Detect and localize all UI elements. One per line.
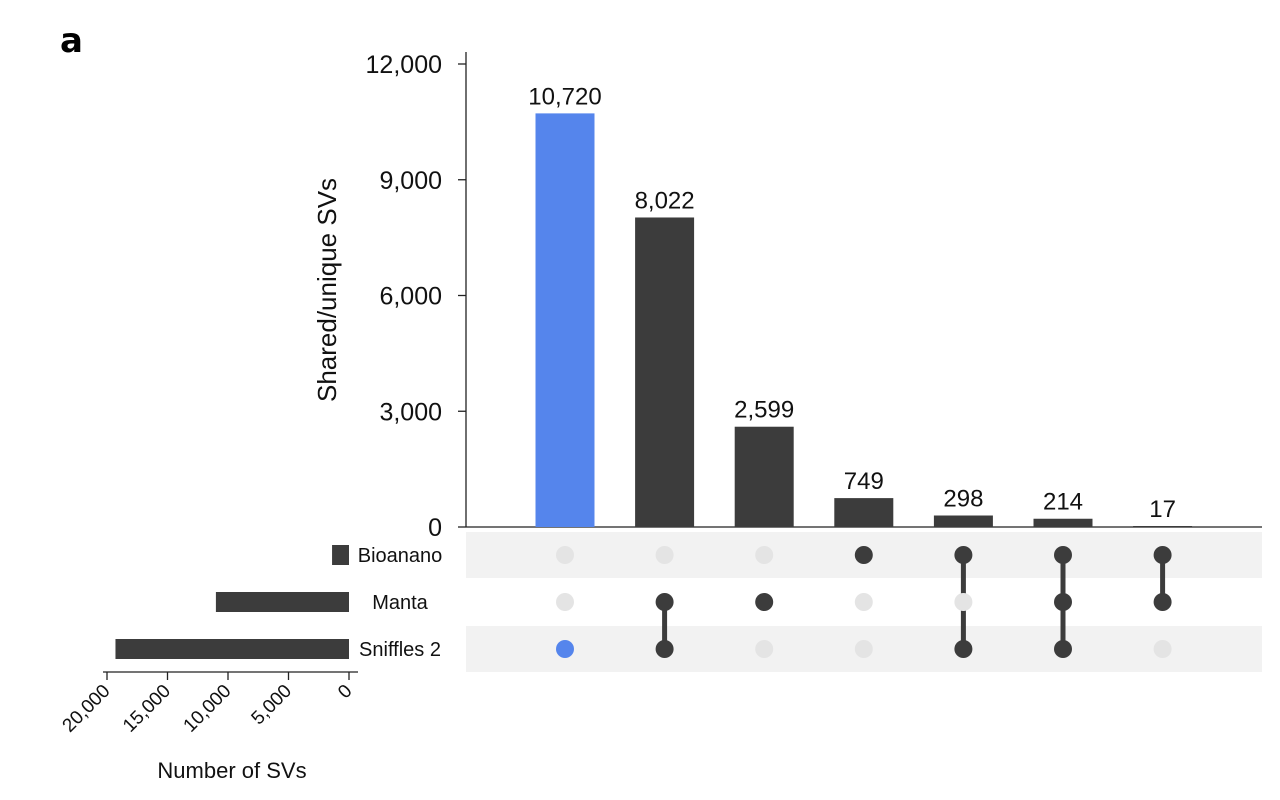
matrix-dot-empty — [1153, 640, 1172, 658]
matrix-dot-empty — [755, 640, 774, 658]
matrix-dot-filled — [1153, 546, 1172, 564]
bar-value-label: 8,022 — [635, 187, 695, 214]
intersection-bar — [1133, 526, 1193, 527]
matrix-dot-filled — [655, 593, 674, 611]
panel-letter: a — [60, 21, 83, 61]
bar-value-label: 298 — [943, 486, 983, 513]
set-size-bar — [215, 592, 349, 612]
intersection-bar-chart: Shared/unique SVs 0 3,000 6,000 9,000 12,000… — [312, 51, 1262, 542]
matrix-dot-filled — [1054, 593, 1072, 611]
y-tick-label: 9,000 — [379, 167, 442, 195]
matrix-dot-filled — [954, 640, 973, 658]
bar-value-label: 10,720 — [528, 83, 601, 110]
matrix-dot-filled — [1054, 546, 1072, 564]
matrix-dot-filled — [655, 640, 674, 658]
matrix-dot-filled — [755, 593, 774, 611]
set-size-tick-label: 20,000 — [59, 681, 115, 737]
bar-value-label: 17 — [1149, 496, 1176, 523]
set-size-axis-label: Number of SVs — [157, 758, 306, 783]
set-size-tick-label: 15,000 — [119, 681, 175, 737]
matrix-dot-empty — [854, 593, 873, 611]
intersection-bar — [535, 113, 595, 528]
set-label: Bioanano — [358, 545, 443, 567]
matrix-dot-filled — [1054, 640, 1072, 658]
set-size-tick-label: 5,000 — [248, 681, 296, 729]
y-tick-label: 12,000 — [366, 51, 442, 79]
matrix-dot-empty — [556, 593, 574, 611]
intersection-bar — [734, 426, 794, 527]
matrix-dot-filled — [954, 546, 973, 564]
matrix-dot-empty — [755, 546, 774, 564]
bar-value-label: 2,599 — [734, 397, 794, 424]
intersection-bar — [933, 515, 993, 527]
set-size-bar — [115, 639, 349, 659]
y-tick-label: 6,000 — [379, 283, 442, 311]
matrix-dot-filled — [1153, 593, 1172, 611]
y-tick-label: 3,000 — [379, 398, 442, 426]
matrix-dot-empty — [854, 640, 873, 658]
set-label: Sniffles 2 — [359, 639, 441, 661]
set-size-bar-chart: Number of SVs Bioanano Manta Sniffles 2 20,… — [59, 545, 443, 783]
set-size-bar — [332, 545, 349, 565]
bar-value-label: 749 — [844, 468, 884, 495]
y-axis-label: Shared/unique SVs — [312, 178, 342, 402]
set-size-tick-label: 0 — [334, 681, 356, 703]
matrix-dot-filled — [854, 546, 873, 564]
set-size-tick-label: 10,000 — [180, 681, 236, 737]
matrix-dot-filled — [556, 640, 574, 658]
intersection-bar — [834, 498, 894, 527]
matrix-dot-empty — [556, 546, 574, 564]
intersection-bar — [635, 217, 695, 527]
matrix-dot-empty — [655, 546, 674, 564]
bar-value-label: 214 — [1043, 489, 1083, 516]
set-label: Manta — [372, 592, 428, 614]
y-tick-label: 0 — [428, 514, 442, 542]
intersection-bar — [1033, 518, 1093, 527]
matrix-dot-empty — [954, 593, 973, 611]
intersection-matrix — [556, 546, 1172, 658]
